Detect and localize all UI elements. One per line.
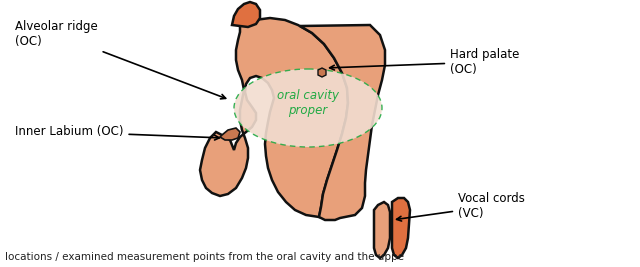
Text: Vocal cords
(VC): Vocal cords (VC)	[397, 192, 525, 221]
Text: Hard palate
(OC): Hard palate (OC)	[330, 48, 520, 76]
Ellipse shape	[234, 69, 382, 147]
Polygon shape	[392, 198, 410, 258]
Text: locations / examined measurement points from the oral cavity and the uppe: locations / examined measurement points …	[5, 252, 404, 262]
Polygon shape	[300, 25, 385, 220]
Polygon shape	[220, 128, 240, 140]
Polygon shape	[318, 68, 326, 77]
Text: Alveolar ridge
(OC): Alveolar ridge (OC)	[15, 20, 226, 99]
Polygon shape	[200, 18, 348, 217]
Polygon shape	[374, 202, 390, 258]
Text: oral cavity
proper: oral cavity proper	[277, 89, 339, 117]
Polygon shape	[232, 2, 260, 27]
Text: Inner Labium (OC): Inner Labium (OC)	[15, 125, 220, 140]
